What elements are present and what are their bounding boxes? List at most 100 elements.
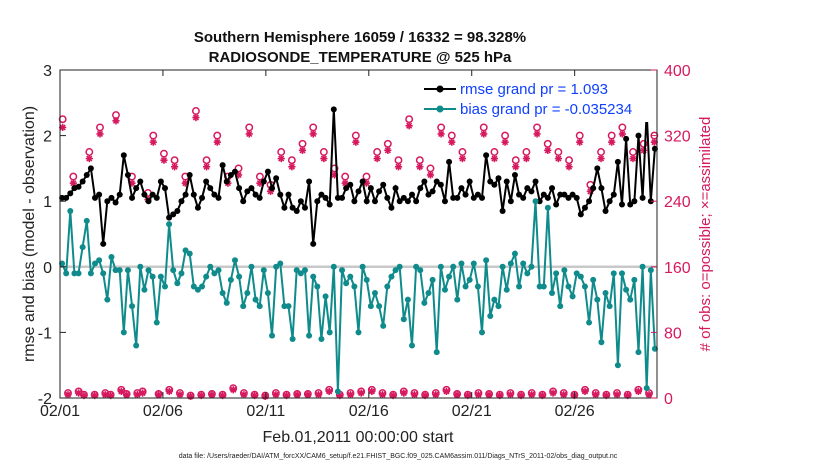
rmse-point: [219, 162, 226, 169]
bias-point: [479, 329, 486, 336]
rmse-point: [59, 194, 66, 201]
bias-point: [643, 385, 650, 392]
rmse-point: [400, 194, 407, 201]
assimilated-point: [298, 146, 307, 154]
x-tick-label: 02/11: [246, 403, 285, 420]
assimilated-point: [458, 154, 467, 163]
rmse-point: [639, 194, 646, 201]
bias-point: [441, 286, 448, 293]
x-axis-label: Feb.01,2011 00:00:00 start: [263, 429, 455, 446]
bias-point: [627, 296, 634, 303]
rmse-point: [194, 204, 201, 211]
bias-point: [544, 204, 551, 211]
rmse-point: [610, 191, 617, 198]
assimilated-point: [442, 387, 451, 396]
rmse-point: [124, 171, 131, 178]
assimilated-point: [91, 391, 99, 400]
bias-point: [293, 267, 300, 274]
rmse-point: [256, 194, 263, 201]
rmse-point: [569, 191, 576, 198]
assimilated-point: [437, 130, 445, 138]
rmse-point: [441, 198, 448, 205]
bias-point: [211, 270, 218, 277]
bias-point: [421, 299, 428, 306]
assimilated-point: [96, 130, 104, 138]
assimilated-point: [101, 391, 109, 399]
assimilated-point: [160, 156, 168, 164]
assimilated-point: [282, 391, 291, 400]
bias-point: [359, 263, 366, 270]
legend-bias-marker: [436, 105, 444, 113]
rmse-point: [507, 198, 514, 205]
bias-point: [277, 260, 284, 267]
bias-point: [141, 286, 148, 293]
rmse-point: [470, 194, 477, 201]
assimilated-point: [309, 130, 317, 138]
bias-point: [153, 319, 160, 326]
rmse-point: [594, 165, 601, 172]
bias-point: [149, 273, 156, 280]
rmse-point: [602, 208, 609, 215]
y-left-tick-label: -1: [38, 325, 52, 342]
legend-rmse-label: rmse grand pr = 1.093: [460, 81, 608, 98]
rmse-point: [120, 152, 127, 159]
bias-point: [137, 263, 144, 270]
assimilated-point: [506, 391, 515, 399]
assimilated-point: [85, 154, 93, 163]
bias-point: [87, 270, 94, 277]
bias-point: [199, 283, 206, 290]
assimilated-point: [608, 138, 616, 146]
bias-point: [67, 208, 74, 215]
bias-point: [194, 286, 201, 293]
bias-point: [186, 250, 193, 257]
chart-title-line1: Southern Hemisphere 16059 / 16332 = 98.3…: [194, 29, 526, 46]
assimilated-point: [565, 163, 573, 171]
bias-point: [371, 290, 378, 297]
rmse-point: [458, 185, 465, 192]
bias-point: [363, 276, 370, 283]
bias-point: [540, 283, 547, 290]
assimilated-point: [378, 391, 387, 399]
possible-point: [58, 115, 67, 124]
rmse-point: [511, 171, 518, 178]
bias-point: [487, 313, 494, 319]
assimilated-point: [202, 163, 211, 171]
bias-point: [528, 263, 535, 270]
rmse-point: [635, 132, 642, 139]
rmse-point: [536, 198, 543, 205]
rmse-point: [334, 194, 341, 201]
bias-point: [96, 257, 103, 264]
bias-point: [532, 198, 539, 205]
bias-point: [557, 303, 564, 310]
rmse-point: [141, 191, 148, 198]
bias-point: [507, 260, 514, 267]
rmse-point: [491, 181, 498, 188]
bias-point: [647, 267, 654, 274]
assimilated-point: [394, 163, 403, 171]
rmse-point: [380, 181, 387, 188]
rmse-point: [396, 198, 403, 205]
bias-point: [639, 263, 646, 270]
rmse-point: [96, 191, 103, 198]
assimilated-point: [155, 391, 163, 399]
assimilated-point: [368, 387, 376, 396]
bias-point: [91, 260, 98, 267]
rmse-point: [351, 198, 358, 205]
bias-point: [133, 342, 140, 349]
y-right-tick-label: 400: [664, 63, 691, 80]
rmse-point: [236, 185, 243, 192]
rmse-point: [553, 201, 560, 208]
rmse-point: [174, 208, 181, 215]
assimilated-point: [400, 389, 408, 397]
bias-point: [409, 342, 416, 349]
rmse-point: [223, 178, 230, 185]
assimilated-point: [341, 179, 349, 187]
bias-point: [215, 267, 222, 274]
y-left-tick-label: 2: [43, 129, 52, 146]
plot-frame: [59, 69, 658, 399]
rmse-point: [240, 198, 247, 205]
assimilated-point: [384, 146, 392, 154]
bias-point: [380, 322, 387, 329]
bias-point: [285, 303, 292, 310]
rmse-point: [371, 198, 378, 205]
